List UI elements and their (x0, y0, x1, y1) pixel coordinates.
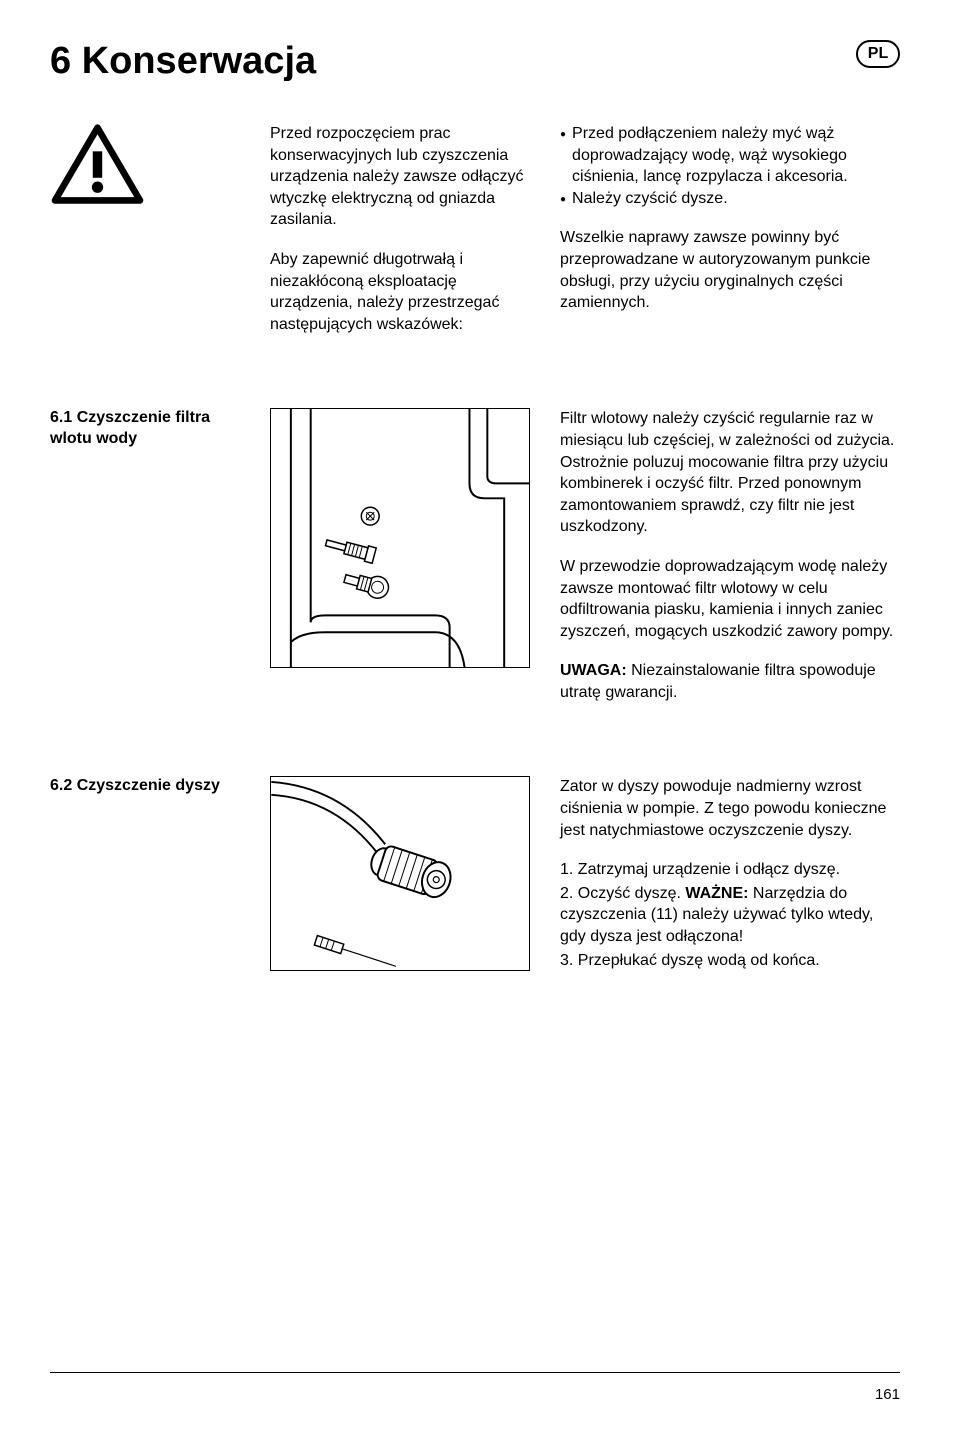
nozzle-illustration (270, 776, 530, 971)
section-6-2-title: 6.2 Czyszczenie dyszy (50, 776, 255, 797)
language-badge: PL (856, 40, 900, 68)
intro-p3: Wszelkie naprawy zawsze powinny być prze… (560, 227, 900, 313)
page-number: 161 (875, 1386, 900, 1403)
filter-illustration (270, 408, 530, 668)
section-6-2-text: Zator w dyszy powoduje nadmierny wzrost … (560, 776, 900, 971)
section-6-1-title: 6.1 Czyszczenie filtra wlotu wody (50, 408, 255, 450)
intro-bullet-2: Należy czyścić dysze. (572, 188, 728, 210)
intro-p1: Przed rozpoczęciem prac konserwacyjnych … (270, 123, 540, 231)
sec62-li1: 1. Zatrzymaj urządzenie i odłącz dyszę. (560, 859, 900, 881)
sec61-p1: Filtr wlotowy należy czyścić regularnie … (560, 408, 900, 538)
page-title: 6 Konserwacja (50, 40, 316, 83)
sec61-p3: UWAGA: Niezainstalowanie filtra spowoduj… (560, 660, 900, 703)
intro-right-column: Przed podłączeniem należy myć wąż doprow… (560, 123, 900, 353)
intro-bullet-1: Przed podłączeniem należy myć wąż doprow… (572, 123, 900, 188)
sec62-li2: 2. Oczyść dyszę. WAŻNE: Narzędzia do czy… (560, 883, 900, 948)
warning-icon (50, 123, 255, 213)
intro-p2: Aby zapewnić długotrwałą i niezakłóconą … (270, 249, 540, 335)
sec62-li3: 3. Przepłukać dyszę wodą od końca. (560, 950, 900, 972)
sec62-p1: Zator w dyszy powoduje nadmierny wzrost … (560, 776, 900, 841)
sec61-p2: W przewodzie doprowadzającym wodę należy… (560, 556, 900, 642)
section-6-1-text: Filtr wlotowy należy czyścić regularnie … (560, 408, 900, 721)
footer-rule (50, 1372, 900, 1373)
intro-left-column: Przed rozpoczęciem prac konserwacyjnych … (270, 123, 560, 353)
